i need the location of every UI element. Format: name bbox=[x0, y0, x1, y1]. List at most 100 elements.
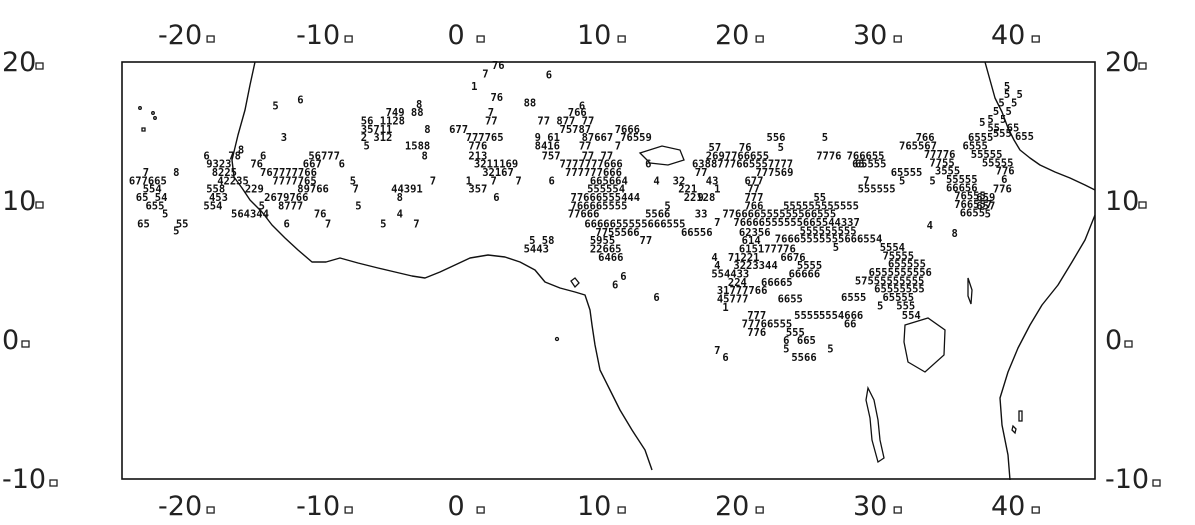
station-code: 76 bbox=[250, 159, 263, 171]
station-code: 221 bbox=[678, 184, 697, 196]
horn-coastline bbox=[999, 214, 1096, 481]
station-code: 6 bbox=[620, 271, 626, 283]
station-code: 6655 bbox=[960, 207, 985, 219]
station-code: 6555 bbox=[968, 132, 993, 144]
sao-tome-island bbox=[554, 336, 560, 342]
lat-tick-label-right: 0 bbox=[1105, 325, 1122, 356]
lon-tick-label-top: 40 bbox=[991, 20, 1025, 51]
station-code: 65 bbox=[852, 159, 865, 171]
longitude-ticks-top: -20 -10 0 10 20 30 40 bbox=[158, 20, 1040, 51]
station-code: 767777766 bbox=[260, 167, 317, 179]
station-code: 4 bbox=[714, 260, 720, 272]
degree-mark-icon bbox=[1138, 201, 1147, 209]
station-code: 7777765 bbox=[272, 175, 316, 187]
station-code: 9 61 bbox=[535, 132, 560, 144]
bioko-island bbox=[570, 277, 580, 289]
station-code: 31777766 bbox=[717, 285, 768, 297]
station-code: 7 bbox=[325, 218, 331, 230]
station-code: 7755 bbox=[929, 157, 954, 169]
station-code: 555555555555 bbox=[783, 200, 859, 212]
station-code: 5555 bbox=[794, 310, 819, 322]
station-code: 56 1128 bbox=[361, 116, 405, 128]
station-code: 5 bbox=[272, 100, 278, 112]
lat-tick-label-right: -10 bbox=[1105, 464, 1149, 495]
station-code: 614 bbox=[742, 235, 761, 247]
station-code: 5 bbox=[162, 209, 168, 221]
station-code: 8416 bbox=[535, 141, 560, 153]
station-code: 3 bbox=[281, 132, 287, 144]
station-code: 765567 bbox=[899, 141, 937, 153]
station-code: 55 bbox=[176, 218, 189, 230]
station-code: 766655 bbox=[847, 150, 885, 162]
degree-mark-icon bbox=[476, 506, 485, 514]
station-code: 5554666 bbox=[819, 310, 863, 322]
station-code: 8 bbox=[238, 145, 244, 157]
station-code: 5 5 bbox=[1004, 89, 1023, 101]
station-code: 5555 bbox=[797, 260, 822, 272]
station-code: 4 bbox=[711, 252, 717, 264]
lon-tick-label-bottom: -10 bbox=[296, 491, 340, 522]
degree-mark-icon bbox=[755, 506, 764, 514]
station-code: 87667 bbox=[582, 132, 614, 144]
station-code: 657 bbox=[976, 200, 995, 212]
station-code: 7 bbox=[352, 184, 358, 196]
station-code: 677 bbox=[449, 124, 468, 136]
lat-tick-label-left: 20 bbox=[2, 47, 36, 78]
station-code: 777569 bbox=[755, 167, 793, 179]
station-code: 75787 bbox=[560, 124, 592, 136]
station-code: 5 bbox=[985, 209, 991, 221]
station-code: 1588 bbox=[405, 141, 430, 153]
lon-tick-label-bottom: 10 bbox=[577, 491, 611, 522]
station-code: 65 bbox=[1007, 123, 1020, 135]
station-code: 6 bbox=[546, 70, 552, 82]
station-code: 554 bbox=[902, 310, 921, 322]
station-code: 77666 bbox=[568, 209, 600, 221]
station-code: 6 bbox=[579, 100, 585, 112]
station-code: 77 bbox=[579, 141, 592, 153]
station-code: 3223344 bbox=[733, 260, 777, 272]
degree-mark-icon bbox=[21, 340, 30, 348]
station-code: 3211169 bbox=[474, 159, 518, 171]
station-code: 66656 bbox=[946, 182, 978, 194]
station-code: 7776 bbox=[816, 150, 841, 162]
station-code: 8 bbox=[424, 124, 430, 136]
station-code: 6666655555666555 bbox=[584, 218, 685, 230]
station-code: 677665 bbox=[129, 175, 167, 187]
station-code: 659 bbox=[976, 192, 995, 204]
station-code: 77 77 bbox=[582, 150, 614, 162]
station-code: 32167 bbox=[482, 167, 514, 179]
station-code: 655 bbox=[1015, 131, 1034, 143]
station-code: 555555555 bbox=[800, 225, 857, 237]
station-code: 89766 bbox=[297, 184, 329, 196]
station-code: 766557 bbox=[954, 199, 992, 211]
lat-tick-label-right: 10 bbox=[1105, 186, 1139, 217]
station-code: 76665555555666554 bbox=[775, 234, 882, 246]
lon-tick-label-bottom: -20 bbox=[158, 491, 202, 522]
station-code: 6 bbox=[339, 159, 345, 171]
lat-tick-label-left: 0 bbox=[2, 325, 19, 356]
station-code: 1 bbox=[722, 302, 728, 314]
station-code: 5 bbox=[173, 225, 179, 237]
station-code: 77 877 77 bbox=[537, 116, 594, 128]
degree-mark-icon bbox=[1152, 479, 1161, 487]
lake-chad bbox=[638, 145, 685, 166]
station-code: 77666555444 bbox=[571, 192, 641, 204]
station-code: 776 bbox=[996, 166, 1015, 178]
station-code: 66 bbox=[844, 318, 857, 330]
station-code: 5566 bbox=[791, 352, 816, 364]
station-code: 8 bbox=[397, 192, 403, 204]
station-code: 6 bbox=[548, 175, 554, 187]
station-code: 5 bbox=[833, 242, 839, 254]
station-code: 5554 bbox=[880, 242, 905, 254]
station-code: 776 bbox=[468, 141, 487, 153]
station-code: 4 bbox=[927, 220, 933, 232]
station-code: 7666 bbox=[615, 124, 640, 136]
station-code: 9 bbox=[698, 192, 704, 204]
station-code: 1 bbox=[466, 175, 472, 187]
station-code: 5443 bbox=[524, 243, 549, 255]
station-code: 6466 bbox=[598, 252, 623, 264]
station-code: 6 bbox=[493, 192, 499, 204]
station-code: 75555 bbox=[882, 250, 914, 262]
station-code: 57 bbox=[709, 142, 722, 154]
station-code: 776 bbox=[747, 327, 766, 339]
